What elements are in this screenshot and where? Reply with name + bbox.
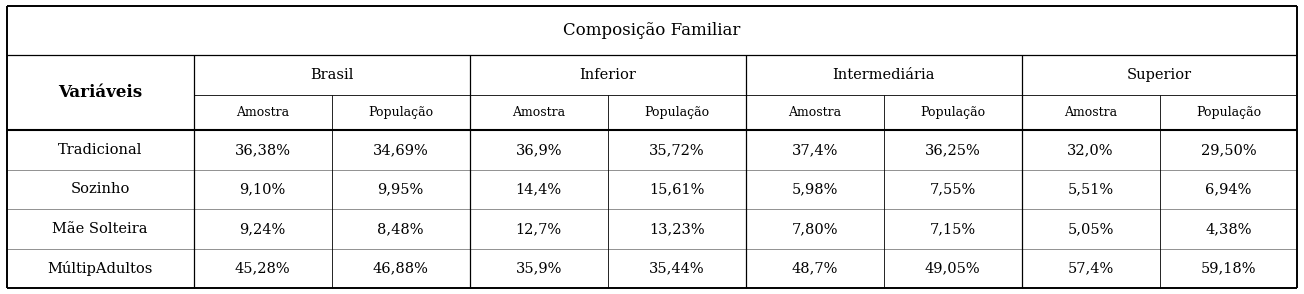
Text: Mãe Solteira: Mãe Solteira — [52, 222, 147, 236]
Text: 9,24%: 9,24% — [240, 222, 286, 236]
Text: 15,61%: 15,61% — [649, 182, 704, 196]
Text: 7,55%: 7,55% — [930, 182, 975, 196]
Text: 13,23%: 13,23% — [649, 222, 704, 236]
Text: 7,15%: 7,15% — [930, 222, 975, 236]
Text: MúltipAdultos: MúltipAdultos — [47, 261, 153, 276]
Text: 14,4%: 14,4% — [515, 182, 562, 196]
Text: 36,25%: 36,25% — [925, 143, 981, 157]
Text: 34,69%: 34,69% — [373, 143, 429, 157]
Text: Amostra: Amostra — [236, 106, 289, 119]
Text: População: População — [1196, 106, 1261, 119]
Text: 37,4%: 37,4% — [792, 143, 837, 157]
Text: 46,88%: 46,88% — [373, 261, 429, 275]
Text: Amostra: Amostra — [788, 106, 841, 119]
Text: 6,94%: 6,94% — [1205, 182, 1252, 196]
Text: 35,9%: 35,9% — [515, 261, 562, 275]
Text: População: População — [368, 106, 433, 119]
Text: 9,10%: 9,10% — [240, 182, 286, 196]
Text: Tradicional: Tradicional — [57, 143, 142, 157]
Text: 29,50%: 29,50% — [1201, 143, 1256, 157]
Text: 7,80%: 7,80% — [792, 222, 838, 236]
Text: Variáveis: Variáveis — [59, 84, 142, 101]
Text: Brasil: Brasil — [310, 68, 353, 82]
Text: Superior: Superior — [1127, 68, 1192, 82]
Text: Amostra: Amostra — [512, 106, 565, 119]
Text: 35,72%: 35,72% — [649, 143, 704, 157]
Text: 35,44%: 35,44% — [649, 261, 704, 275]
Text: 49,05%: 49,05% — [925, 261, 981, 275]
Text: 36,9%: 36,9% — [515, 143, 562, 157]
Text: 45,28%: 45,28% — [235, 261, 291, 275]
Text: Intermediária: Intermediária — [832, 68, 935, 82]
Text: Sozinho: Sozinho — [70, 182, 130, 196]
Text: 4,38%: 4,38% — [1205, 222, 1252, 236]
Text: 32,0%: 32,0% — [1067, 143, 1114, 157]
Text: 59,18%: 59,18% — [1201, 261, 1256, 275]
Text: 5,05%: 5,05% — [1068, 222, 1114, 236]
Text: 36,38%: 36,38% — [235, 143, 291, 157]
Text: Inferior: Inferior — [579, 68, 636, 82]
Text: População: População — [644, 106, 709, 119]
Text: 9,95%: 9,95% — [378, 182, 424, 196]
Text: Amostra: Amostra — [1064, 106, 1118, 119]
Text: 5,98%: 5,98% — [792, 182, 837, 196]
Text: 5,51%: 5,51% — [1068, 182, 1114, 196]
Text: 8,48%: 8,48% — [377, 222, 424, 236]
Text: Composição Familiar: Composição Familiar — [563, 22, 741, 39]
Text: 57,4%: 57,4% — [1068, 261, 1114, 275]
Text: População: População — [921, 106, 985, 119]
Text: 48,7%: 48,7% — [792, 261, 837, 275]
Text: 12,7%: 12,7% — [515, 222, 562, 236]
